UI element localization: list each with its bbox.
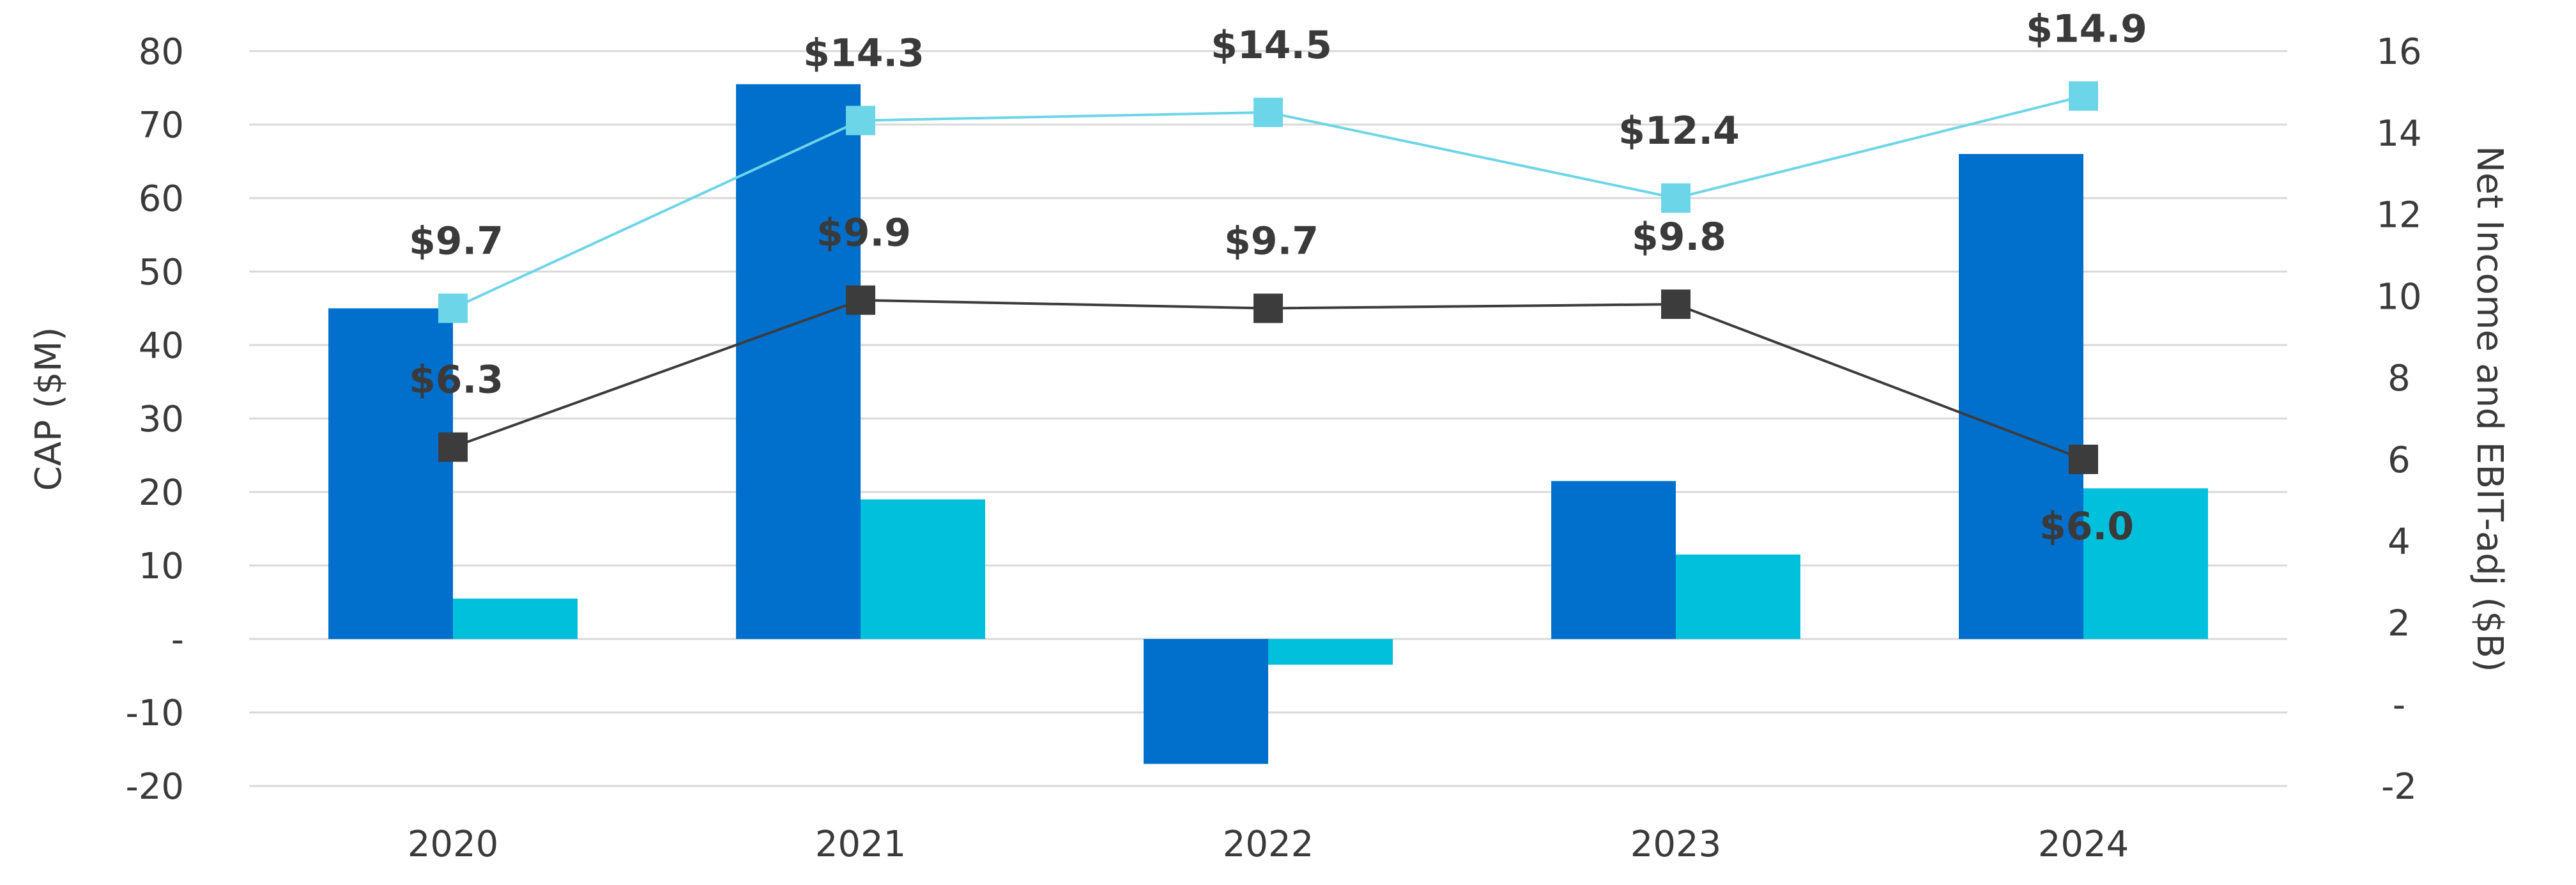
y-right-axis-title: Net Income and EBIT-adj ($B)	[2469, 146, 2510, 672]
y-right-tick-label: 2	[2388, 603, 2411, 644]
y-right-tick-label: -2	[2381, 766, 2417, 808]
data-label: $9.7	[409, 219, 503, 264]
x-tick-label: 2021	[815, 824, 907, 865]
x-tick-label: 2020	[408, 824, 499, 865]
y-right-tick-label: 6	[2388, 440, 2411, 481]
data-label: $9.9	[816, 211, 911, 256]
y-right-tick-label: -	[2393, 684, 2405, 726]
y-left-tick-label: -10	[126, 693, 184, 734]
y-left-tick-label: 50	[139, 252, 184, 293]
data-label: $14.9	[2026, 6, 2147, 51]
bar	[328, 308, 453, 639]
y-left-tick-label: 80	[139, 31, 184, 73]
data-label: $14.3	[803, 31, 924, 76]
line-marker	[2069, 444, 2098, 474]
x-tick-label: 2023	[1630, 824, 1722, 865]
y-left-tick-label: 30	[139, 399, 184, 440]
line-marker	[846, 285, 875, 315]
line-marker	[1661, 289, 1690, 319]
data-label: $12.4	[1618, 109, 1740, 153]
bar	[1959, 154, 2083, 639]
y-left-tick-label: -	[171, 619, 184, 661]
bar	[1268, 639, 1393, 665]
series-line	[452, 298, 2084, 461]
bar	[453, 598, 578, 639]
axis-layer: 80 70 60 50 40 30 20 10 - -10 -20 16 14 12 10 8 6 4 2 - -2 20…	[126, 31, 2422, 865]
line-layer	[438, 81, 2098, 474]
bar	[2083, 488, 2208, 639]
data-label: $6.0	[2039, 504, 2134, 549]
bar	[861, 499, 985, 639]
data-label: $14.5	[1211, 23, 1332, 68]
y-right-tick-label: 10	[2376, 276, 2421, 318]
line-marker	[438, 432, 468, 462]
bar	[1144, 639, 1268, 764]
bar	[1551, 481, 1676, 639]
bar	[736, 84, 861, 639]
x-tick-label: 2022	[1223, 824, 1314, 865]
series-line	[452, 95, 2084, 310]
y-right-tick-label: 16	[2376, 31, 2421, 73]
data-label: $9.7	[1224, 219, 1319, 264]
line-marker	[1661, 183, 1690, 213]
y-left-tick-label: 40	[139, 325, 184, 367]
y-right-tick-label: 8	[2388, 358, 2411, 399]
y-right-tick-label: 14	[2376, 113, 2421, 155]
line-marker	[846, 105, 875, 135]
line-marker	[1254, 97, 1283, 127]
bar	[1676, 554, 1800, 639]
bar-layer	[328, 84, 2208, 764]
data-label: $9.8	[1632, 215, 1726, 259]
y-right-tick-label: 12	[2376, 195, 2421, 236]
y-right-tick-label: 4	[2388, 521, 2411, 563]
y-left-tick-label: 10	[139, 546, 184, 587]
y-left-tick-label: 70	[139, 105, 184, 146]
y-left-axis-title: CAP ($M)	[28, 327, 70, 491]
line-marker	[438, 293, 468, 323]
y-left-tick-label: 20	[139, 472, 184, 514]
data-label: $6.3	[409, 358, 503, 403]
line-marker	[1254, 293, 1283, 323]
line-marker	[2069, 81, 2098, 111]
y-left-tick-label: -20	[126, 766, 184, 808]
y-left-tick-label: 60	[139, 178, 184, 220]
x-tick-label: 2024	[2038, 824, 2129, 865]
label-layer: $9.7 $14.3 $14.5 $12.4 $14.9 $6.3 $9.9 $9.7 $9.8…	[409, 6, 2147, 549]
